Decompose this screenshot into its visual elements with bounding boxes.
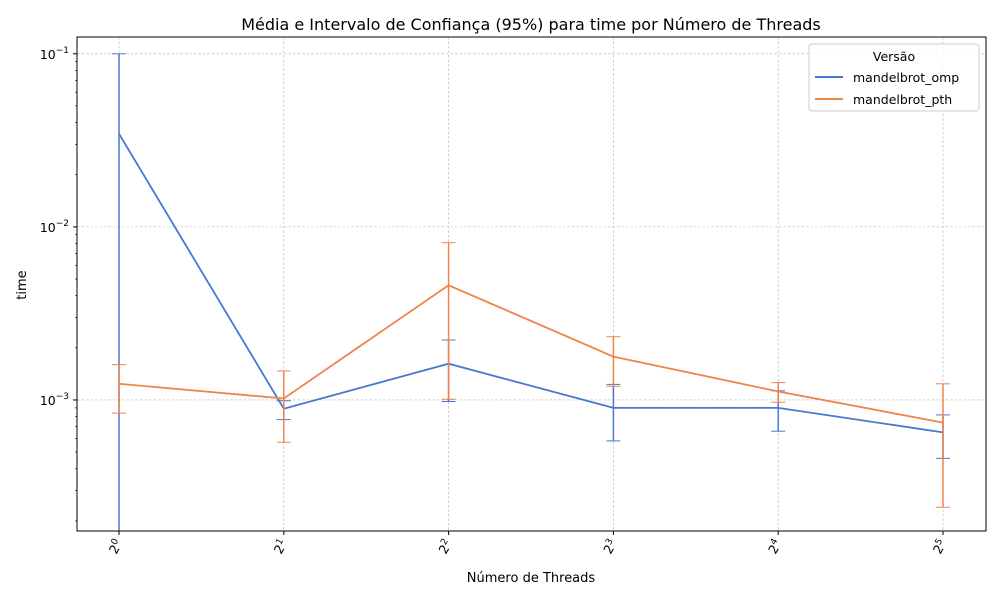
x-tick-label: 24 [765, 537, 785, 557]
x-tick-label: 21 [271, 537, 291, 556]
y-axis-ticks: 10−1 10−2 10−3 [40, 46, 77, 522]
y-tick-label: 10−3 [40, 392, 69, 408]
y-tick-label: 10−1 [40, 46, 69, 62]
legend: Versão mandelbrot_omp mandelbrot_pth [808, 43, 980, 112]
x-axis-ticks: 20 21 22 23 24 25 [106, 531, 950, 557]
x-axis-label: Número de Threads [467, 571, 596, 586]
legend-box [808, 43, 980, 112]
series-line [118, 133, 944, 434]
x-tick-label: 22 [435, 537, 455, 556]
series-mandelbrot_pth [112, 242, 950, 508]
plot-frame [76, 36, 987, 532]
x-tick-label: 20 [106, 537, 126, 557]
legend-title: Versão [873, 49, 915, 64]
series-mandelbrot_omp [112, 53, 950, 531]
legend-label-pth: mandelbrot_pth [853, 92, 952, 107]
chart-title: Média e Intervalo de Confiança (95%) par… [241, 15, 821, 34]
y-tick-label: 10−2 [40, 219, 69, 235]
series-line [118, 284, 944, 424]
x-tick-label: 23 [600, 537, 620, 556]
series-layer [112, 53, 950, 531]
x-tick-label: 25 [930, 537, 950, 556]
legend-label-omp: mandelbrot_omp [853, 70, 959, 85]
y-axis-label: time [15, 270, 30, 299]
